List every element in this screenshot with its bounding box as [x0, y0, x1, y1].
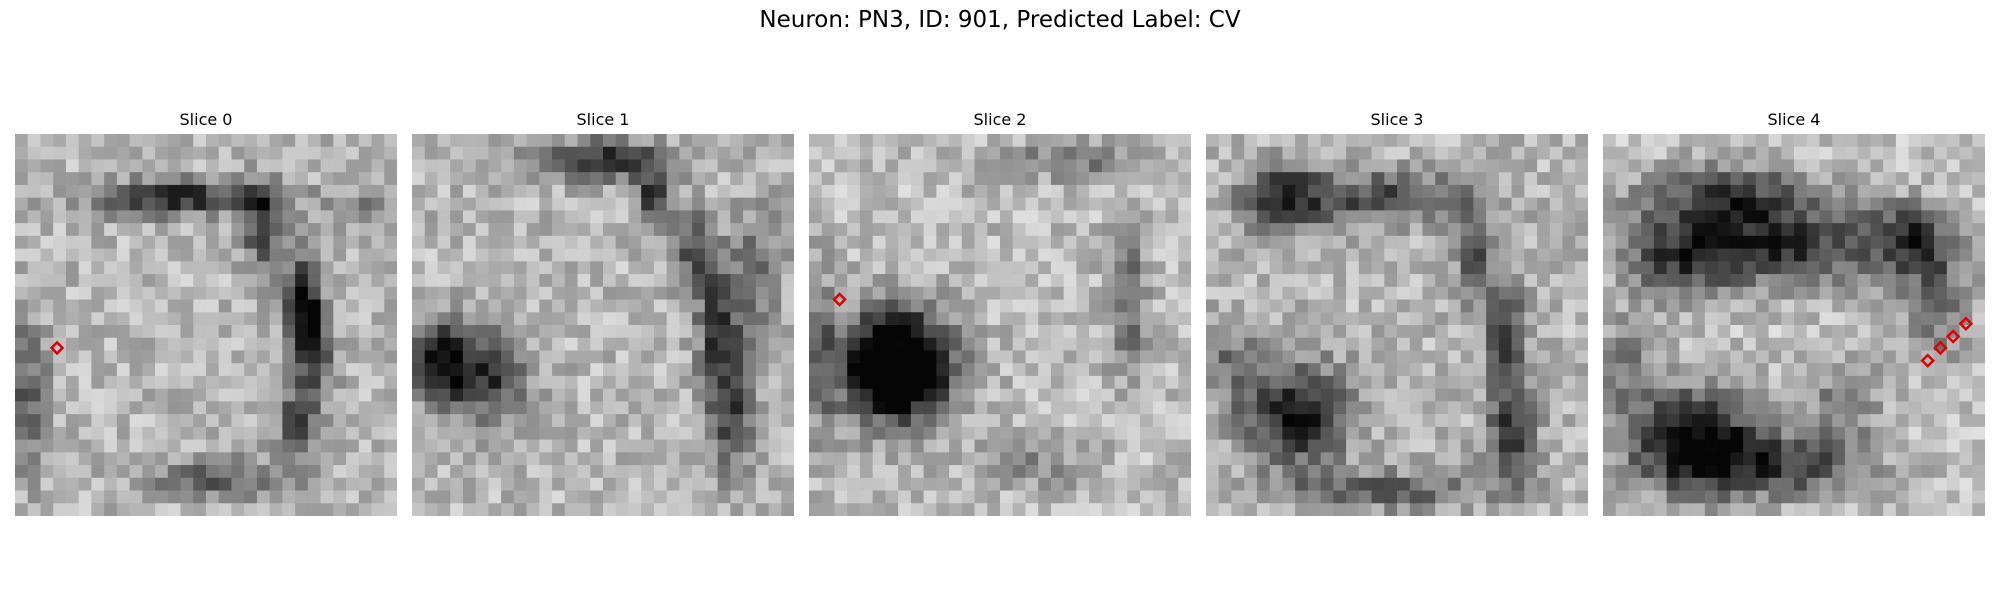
- slice-panel-0: Slice 0: [15, 110, 397, 516]
- slice-title-0: Slice 0: [179, 110, 233, 129]
- red-diamond-marker: [1945, 329, 1961, 344]
- slice-panel-2: Slice 2: [809, 110, 1191, 516]
- slice-title-3: Slice 3: [1370, 110, 1424, 129]
- red-diamond-marker: [1958, 316, 1974, 331]
- figure-title: Neuron: PN3, ID: 901, Predicted Label: C…: [759, 7, 1241, 33]
- slice-title-1: Slice 1: [576, 110, 630, 129]
- red-diamond-marker: [832, 292, 847, 307]
- slice-image-4: [1603, 134, 1985, 516]
- red-diamond-marker: [1933, 340, 1948, 356]
- slice-image-1: [412, 134, 794, 516]
- slice-title-2: Slice 2: [973, 110, 1027, 129]
- slice-panel-4: Slice 4: [1603, 110, 1985, 516]
- slice-title-4: Slice 4: [1767, 110, 1821, 129]
- red-diamond-marker: [49, 340, 65, 356]
- slice-image-3: [1206, 134, 1588, 516]
- slice-image-0: [15, 134, 397, 516]
- slice-panel-1: Slice 1: [412, 110, 794, 516]
- slice-image-2: [809, 134, 1191, 516]
- red-diamond-marker: [1920, 353, 1935, 368]
- slice-panel-3: Slice 3: [1206, 110, 1588, 516]
